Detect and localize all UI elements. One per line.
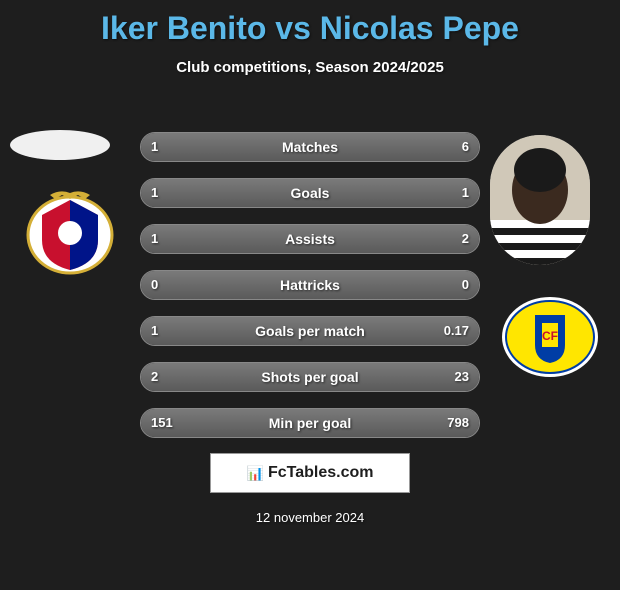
fctables-logo: 📊 FcTables.com (210, 453, 410, 493)
stat-label: Matches (141, 133, 479, 161)
comparison-subtitle: Club competitions, Season 2024/2025 (0, 59, 620, 76)
stat-value-right: 2 (462, 225, 469, 253)
stat-row: 151Min per goal798 (140, 408, 480, 438)
stat-row: 1Assists2 (140, 224, 480, 254)
stat-value-right: 798 (447, 409, 469, 437)
stat-label: Shots per goal (141, 363, 479, 391)
stat-value-right: 23 (455, 363, 469, 391)
stat-value-right: 0 (462, 271, 469, 299)
stat-value-right: 1 (462, 179, 469, 207)
stat-row: 1Matches6 (140, 132, 480, 162)
chart-icon: 📊 (247, 465, 264, 482)
stat-row: 0Hattricks0 (140, 270, 480, 300)
stat-value-right: 0.17 (444, 317, 469, 345)
generation-date: 12 november 2024 (0, 510, 620, 525)
club-left-crest (20, 185, 120, 275)
logo-text: FcTables.com (268, 464, 374, 482)
comparison-title: Iker Benito vs Nicolas Pepe (0, 10, 620, 47)
player-left-photo (10, 130, 110, 160)
stat-row: 1Goals1 (140, 178, 480, 208)
stats-container: 1Matches61Goals11Assists20Hattricks01Goa… (140, 132, 480, 454)
stat-row: 1Goals per match0.17 (140, 316, 480, 346)
svg-text:CF: CF (542, 329, 558, 343)
stat-label: Min per goal (141, 409, 479, 437)
stat-label: Assists (141, 225, 479, 253)
club-right-crest: CF (500, 295, 600, 380)
stat-label: Goals (141, 179, 479, 207)
stat-row: 2Shots per goal23 (140, 362, 480, 392)
player-right-photo (490, 135, 590, 265)
stat-label: Goals per match (141, 317, 479, 345)
stat-label: Hattricks (141, 271, 479, 299)
stat-value-right: 6 (462, 133, 469, 161)
